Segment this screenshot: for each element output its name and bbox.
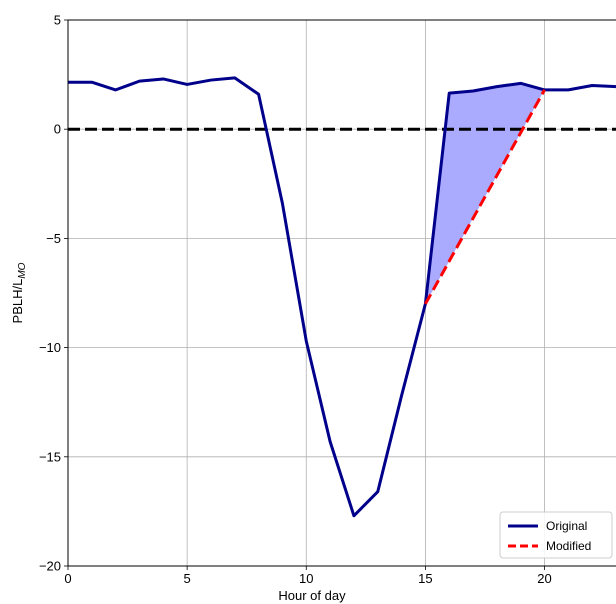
fill-between-area <box>425 83 545 304</box>
y-tick-label: −5 <box>46 231 61 246</box>
y-axis-label-main: PBLH/L <box>10 279 25 324</box>
series-line-modified <box>424 89 546 305</box>
x-tick-label: 20 <box>537 571 551 586</box>
axes <box>64 19 616 570</box>
fill-region <box>425 83 545 304</box>
legend-label-modified: Modified <box>546 539 591 553</box>
x-tick-label: 5 <box>184 571 191 586</box>
x-axis-label: Hour of day <box>278 588 346 603</box>
y-tick-label: −15 <box>39 449 61 464</box>
y-axis-label: PBLH/LMO <box>10 262 28 323</box>
x-tick-label: 0 <box>64 571 71 586</box>
y-tick-label: 5 <box>54 13 61 28</box>
tick-labels: 0 5 10 15 20 5 0 −5 −10 −15 −20 <box>39 13 552 587</box>
series-line-original <box>68 76 616 518</box>
legend: Original Modified <box>499 511 613 559</box>
y-tick-label: −10 <box>39 340 61 355</box>
x-tick-label: 15 <box>418 571 432 586</box>
y-tick-label: −20 <box>39 559 61 574</box>
x-tick-label: 10 <box>299 571 313 586</box>
y-axis-label-subscript: MO <box>17 262 28 278</box>
y-tick-label: 0 <box>54 122 61 137</box>
legend-label-original: Original <box>546 519 587 533</box>
series-lines <box>68 76 616 518</box>
